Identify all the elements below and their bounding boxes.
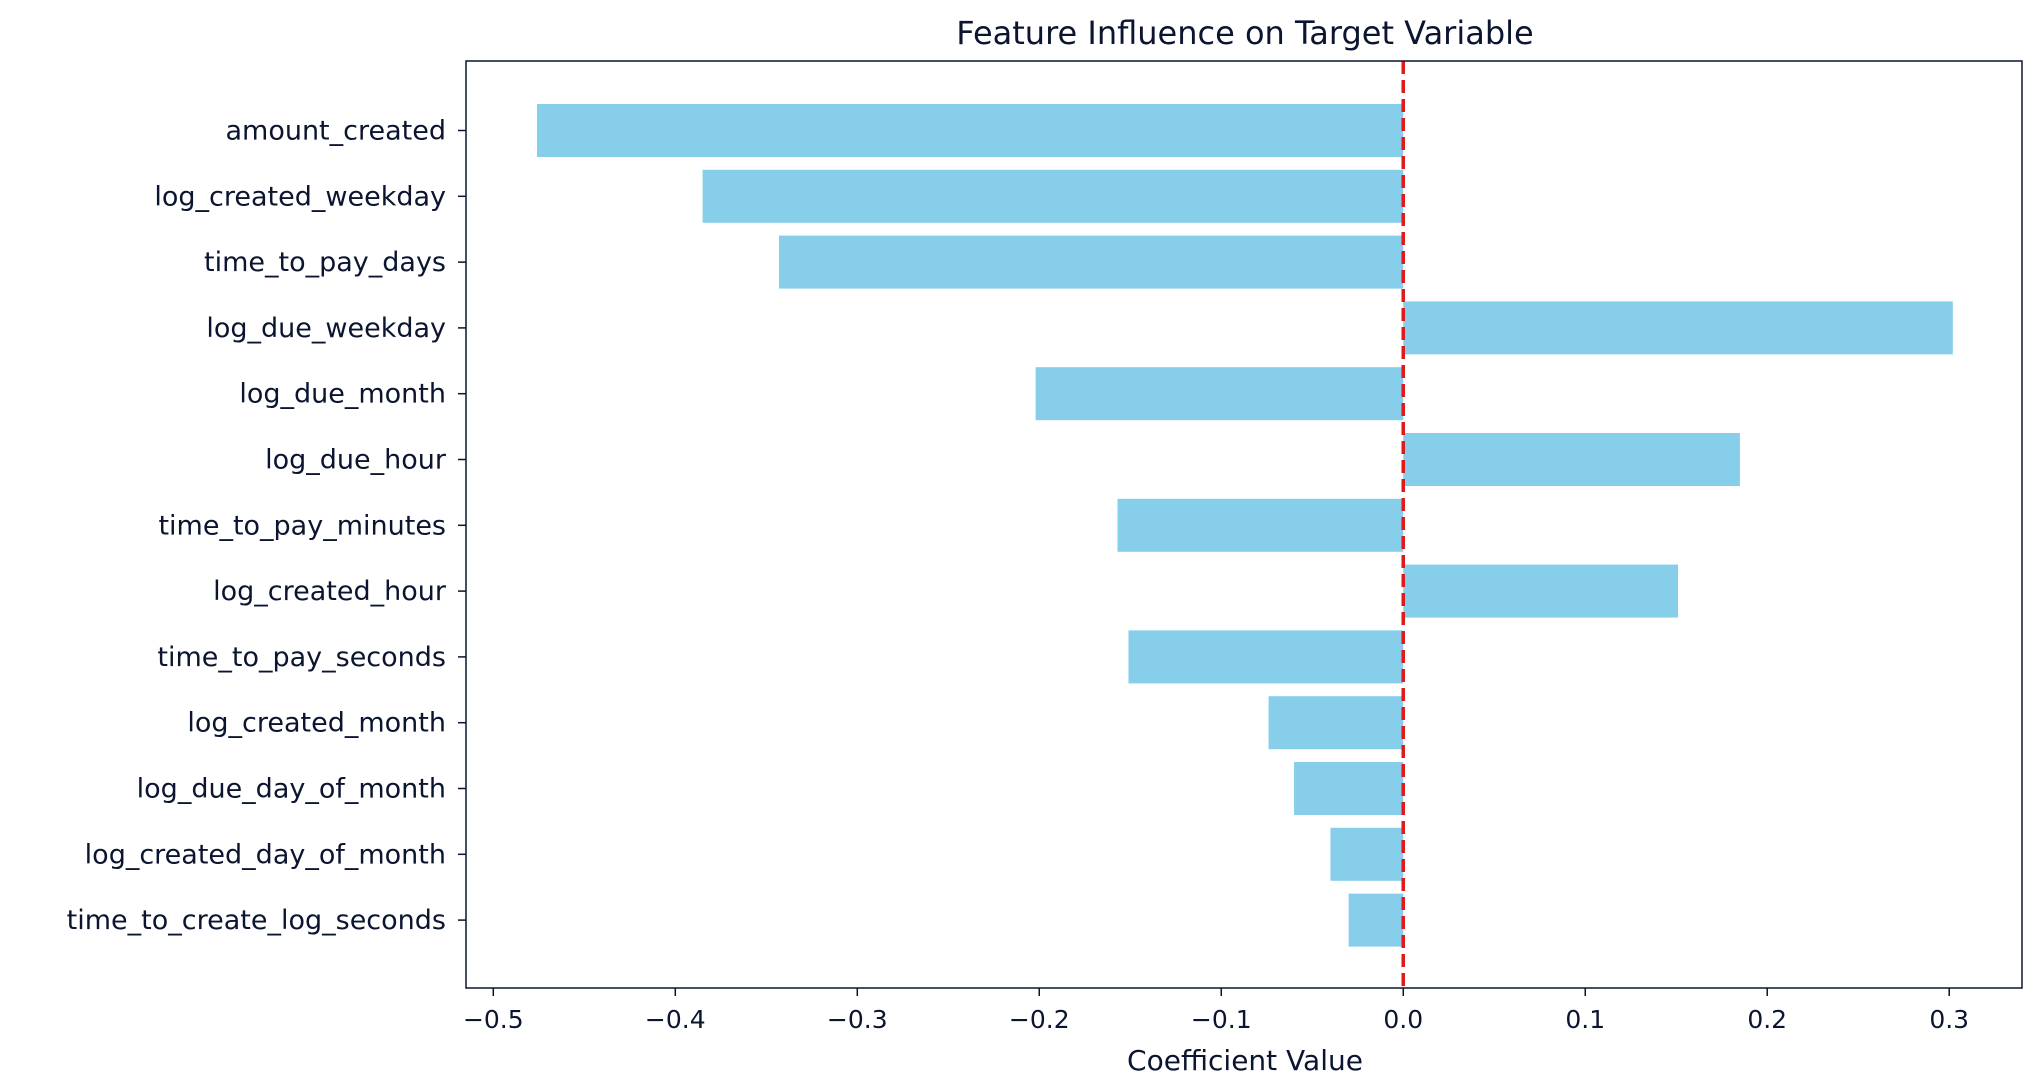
- plot-frame: [465, 60, 2023, 989]
- y-axis-ticks: amount_created log_created_weekday time_to…: [67, 116, 466, 936]
- bar-time_to_create_log_seconds: [1348, 893, 1404, 947]
- y-tick-label: log_due_hour: [265, 445, 447, 476]
- y-tick-label: time_to_pay_days: [204, 247, 446, 278]
- bar-log_created_month: [1268, 696, 1404, 750]
- x-axis-ticks: −0.5 −0.4 −0.3 −0.2 −0.1 0.0 0.1 0.2 0.3: [463, 988, 1969, 1034]
- x-tick-label: 0.3: [1929, 1005, 1969, 1034]
- y-tick-label: time_to_pay_minutes: [158, 510, 446, 541]
- y-tick-label: log_created_day_of_month: [85, 839, 446, 870]
- y-tick-label: log_due_month: [239, 379, 446, 410]
- y-tick-label: log_created_hour: [213, 576, 447, 607]
- bar-time_to_pay_days: [779, 235, 1404, 289]
- bar-log_due_month: [1035, 367, 1404, 421]
- bar-log_created_weekday: [702, 169, 1404, 223]
- x-axis-label: Coefficient Value: [1127, 1044, 1363, 1077]
- y-tick-label: log_created_month: [187, 708, 446, 739]
- bar-log_created_hour: [1403, 564, 1679, 618]
- y-tick-label: log_due_weekday: [206, 313, 446, 344]
- bar-time_to_pay_minutes: [1117, 498, 1404, 552]
- x-tick-label: −0.2: [1009, 1005, 1070, 1034]
- bar-amount_created: [536, 104, 1404, 157]
- chart-title: Feature Influence on Target Variable: [956, 14, 1533, 52]
- bar-log_due_weekday: [1403, 301, 1953, 355]
- x-tick-label: 0.0: [1383, 1005, 1423, 1034]
- y-tick-label: log_created_weekday: [154, 181, 446, 212]
- x-tick-label: −0.3: [827, 1005, 888, 1034]
- bar-log_created_day_of_month: [1330, 827, 1404, 881]
- bars-group: [536, 104, 1953, 947]
- x-tick-label: −0.4: [645, 1005, 706, 1034]
- bar-time_to_pay_seconds: [1128, 630, 1404, 684]
- y-tick-label: time_to_create_log_seconds: [67, 905, 446, 936]
- x-tick-label: 0.1: [1565, 1005, 1605, 1034]
- bar-log_due_hour: [1403, 433, 1740, 486]
- y-tick-label: amount_created: [225, 116, 446, 147]
- y-tick-label: time_to_pay_seconds: [157, 642, 446, 673]
- y-tick-label: log_due_day_of_month: [137, 774, 446, 805]
- x-tick-label: 0.2: [1747, 1005, 1787, 1034]
- x-tick-label: −0.5: [463, 1005, 524, 1034]
- bar-log_due_day_of_month: [1294, 762, 1404, 815]
- x-tick-label: −0.1: [1191, 1005, 1252, 1034]
